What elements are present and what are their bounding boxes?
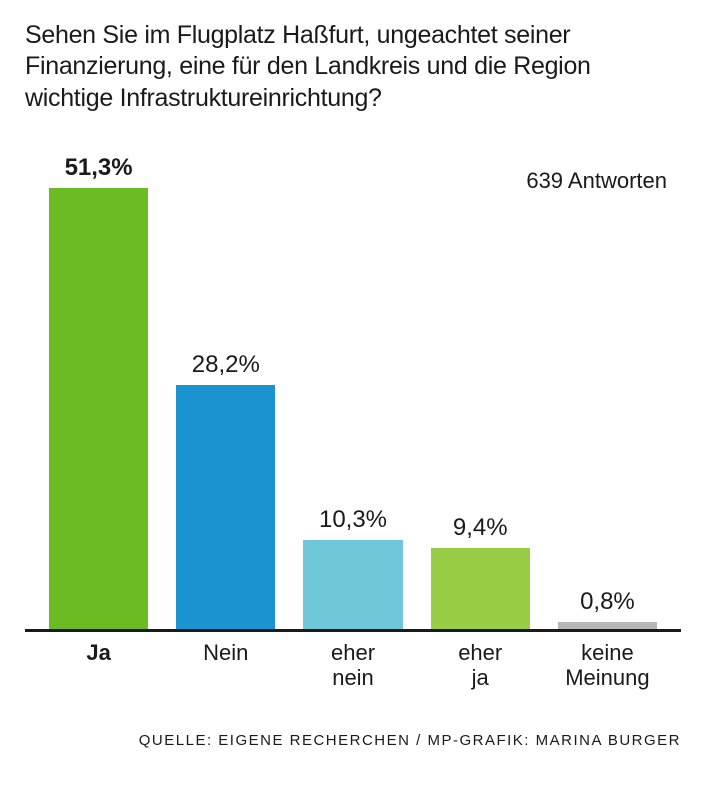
bar-rect [49,188,148,629]
bar-value: 51,3% [65,154,133,182]
bar-rect [303,540,402,629]
bar-value: 28,2% [192,351,260,379]
bar-label: eher nein [289,640,416,691]
bar-label: Ja [35,640,162,691]
bar-rect [431,548,530,629]
bar-rect [558,622,657,629]
bar-label: keine Meinung [544,640,671,691]
bar-value: 0,8% [580,588,635,616]
x-axis-labels: JaNeineher neineher jakeine Meinung [25,632,681,691]
bar-col: 10,3% [289,154,416,629]
bar-value: 9,4% [453,514,508,542]
bar-col: 9,4% [417,154,544,629]
bar-col: 0,8% [544,154,671,629]
bar-rect [176,385,275,629]
bar-label: Nein [162,640,289,691]
chart-title: Sehen Sie im Flugplatz Haßfurt, ungeacht… [25,20,681,114]
bar-value: 10,3% [319,506,387,534]
source-line: QUELLE: EIGENE RECHERCHEN / MP-GRAFIK: M… [25,732,681,749]
bar-label: eher ja [417,640,544,691]
bar-col: 28,2% [162,154,289,629]
bar-col: 51,3% [35,154,162,629]
chart-container: 639 Antworten 51,3%28,2%10,3%9,4%0,8% Ja… [25,154,681,691]
bar-chart: 51,3% 28,2% 10,3% 9,4% 0,8% [25,154,681,629]
